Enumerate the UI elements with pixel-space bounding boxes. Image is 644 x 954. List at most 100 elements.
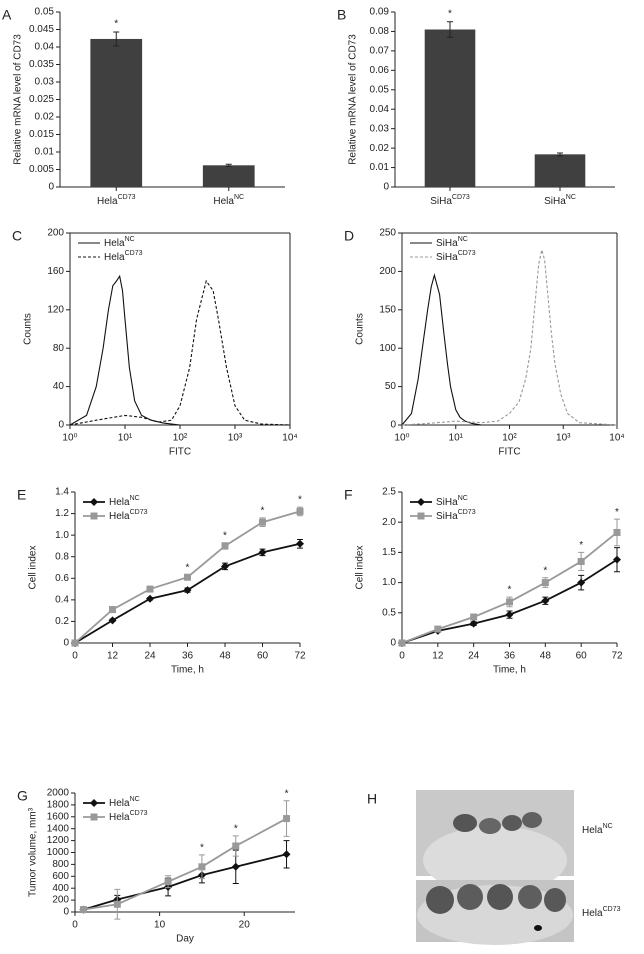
y-tick-label: 0 (48, 182, 54, 193)
y-tick-label: 0 (390, 638, 396, 649)
marker (613, 555, 621, 564)
x-tick-label: 36 (504, 651, 516, 662)
y-tick-label: 800 (52, 859, 69, 870)
y-tick-label: 0.015 (29, 129, 54, 140)
y-tick-label: 0.005 (29, 164, 54, 175)
y-tick-label: 150 (379, 304, 396, 315)
legend-label: HelaCD73 (104, 250, 143, 263)
y-axis-title: Relative mRNA level of CD73 (348, 34, 359, 165)
tumor (522, 812, 542, 828)
y-axis-title: Counts (23, 313, 34, 345)
legend-label: HelaCD73 (109, 509, 148, 522)
y-tick-label: 200 (47, 228, 64, 239)
panel-letter: D (344, 228, 354, 244)
x-tick-label: 12 (107, 651, 119, 662)
marker (146, 594, 154, 603)
error-bar (225, 163, 232, 167)
y-tick-label: 0 (63, 907, 69, 918)
y-tick-label: 0.5 (382, 607, 396, 618)
y-tick-label: 0.01 (370, 162, 390, 173)
marker (541, 596, 550, 605)
marker (434, 625, 442, 633)
y-tick-label: 0.03 (370, 123, 390, 134)
significance: * (114, 19, 118, 30)
x-tick-label: 10¹ (118, 433, 133, 444)
y-tick-label: 40 (53, 381, 65, 392)
x-tick-label: 72 (294, 651, 306, 662)
x-tick-label: 10¹ (449, 433, 464, 444)
marker (258, 548, 267, 557)
x-tick-label: 10⁰ (394, 433, 409, 444)
marker (283, 815, 291, 823)
y-tick-label: 1.0 (55, 530, 69, 541)
marker (164, 878, 172, 886)
marker (469, 619, 478, 628)
x-tick-label: SiHaNC (544, 194, 576, 207)
y-tick-label: 0.01 (35, 147, 55, 158)
dish (423, 826, 567, 894)
significance: * (234, 823, 238, 834)
significance: * (448, 8, 452, 19)
y-tick-label: 1400 (47, 823, 70, 834)
y-tick-label: 1800 (47, 800, 70, 811)
y-tick-label: 0.04 (35, 42, 55, 53)
x-tick-label: HelaCD73 (97, 194, 136, 207)
series-line (83, 817, 287, 911)
y-tick-label: 0.4 (55, 594, 69, 605)
significance: * (543, 565, 547, 576)
legend-label: SiHaCD73 (436, 250, 476, 263)
marker (221, 562, 229, 571)
photo-label: HelaCD73 (582, 906, 621, 919)
y-tick-label: 2.0 (382, 517, 396, 528)
y-axis-title: Relative mRNA level of CD73 (13, 34, 24, 165)
tumor (453, 814, 477, 832)
significance: * (285, 788, 289, 799)
significance: * (223, 530, 227, 541)
y-tick-label: 0.06 (370, 65, 390, 76)
y-axis-title: Cell index (28, 546, 39, 590)
tumor (426, 886, 454, 914)
y-tick-label: 1.0 (382, 577, 396, 588)
series-line (83, 853, 287, 911)
marker (109, 606, 116, 614)
legend-marker (90, 498, 98, 506)
x-axis-title: Time, h (493, 665, 526, 676)
legend-label: SiHaNC (436, 495, 468, 508)
significance: * (298, 495, 302, 506)
legend-label: HelaNC (109, 495, 140, 508)
y-tick-label: 250 (379, 228, 396, 239)
bar (90, 38, 143, 188)
significance: * (579, 540, 583, 551)
significance: * (200, 843, 204, 854)
legend-marker (90, 512, 98, 520)
y-tick-label: 0.04 (370, 104, 390, 115)
y-tick-label: 0.2 (55, 616, 69, 627)
bar (534, 154, 586, 187)
bar (424, 29, 476, 187)
y-tick-label: 200 (52, 895, 69, 906)
tumor (534, 925, 542, 931)
y-axis-title: Cell index (355, 546, 366, 590)
marker (108, 616, 117, 625)
panel-letter: E (17, 487, 26, 503)
bar (202, 165, 255, 187)
x-tick-label: 24 (468, 651, 480, 662)
tumor (457, 884, 483, 910)
y-tick-label: 0.02 (35, 112, 55, 123)
marker (296, 539, 304, 548)
panel-letter: B (337, 7, 346, 23)
panel-letter: F (344, 487, 353, 503)
y-tick-label: 0.02 (370, 143, 390, 154)
marker (113, 900, 121, 908)
y-tick-label: 120 (47, 304, 64, 315)
marker (184, 573, 191, 581)
y-tick-label: 600 (52, 871, 69, 882)
marker (506, 598, 513, 606)
significance: * (508, 585, 512, 596)
y-tick-label: 0.07 (370, 46, 390, 57)
series-line (69, 279, 291, 426)
y-tick-label: 2.5 (382, 487, 396, 498)
y-tick-label: 2000 (47, 788, 70, 799)
y-tick-label: 1000 (47, 847, 70, 858)
